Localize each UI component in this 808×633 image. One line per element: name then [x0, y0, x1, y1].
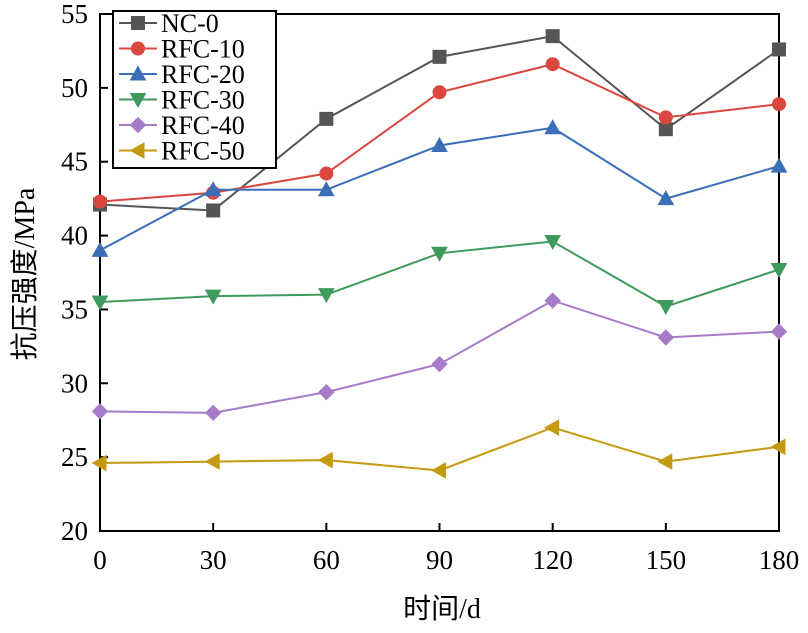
- data-point: [317, 451, 333, 469]
- y-tick-label: 35: [61, 294, 88, 324]
- data-point: [657, 453, 673, 470]
- data-point: [319, 166, 334, 181]
- x-tick-label: 150: [646, 545, 687, 575]
- data-point: [772, 97, 786, 112]
- x-tick-label: 0: [93, 545, 107, 575]
- data-point: [770, 263, 788, 279]
- data-point: [317, 181, 335, 197]
- y-tick-label: 20: [61, 516, 88, 546]
- legend-label: RFC-20: [161, 60, 245, 89]
- y-tick-label: 30: [61, 368, 88, 398]
- data-point: [545, 29, 560, 44]
- legend-entry: RFC-50: [119, 137, 245, 166]
- data-point: [770, 157, 788, 173]
- series-rfc-30: [91, 234, 788, 316]
- legend-label: RFC-50: [161, 137, 245, 166]
- x-tick-label: 60: [313, 545, 340, 575]
- data-point: [91, 403, 109, 420]
- data-point: [204, 453, 220, 470]
- legend-entry: RFC-10: [119, 35, 245, 64]
- data-point: [658, 122, 673, 137]
- data-point: [317, 288, 335, 304]
- series-line: [99, 426, 780, 472]
- legend-label: RFC-10: [161, 35, 245, 64]
- series-rfc-40: [91, 292, 788, 422]
- data-point: [657, 190, 675, 206]
- data-point: [544, 419, 560, 436]
- data-point: [545, 57, 560, 72]
- data-point: [318, 383, 335, 401]
- data-point: [91, 454, 107, 472]
- x-axis-title: 时间/d: [403, 593, 481, 625]
- y-tick-label: 25: [61, 442, 88, 472]
- y-tick-label: 40: [61, 221, 88, 251]
- legend-marker: [129, 93, 147, 109]
- data-point: [657, 299, 675, 316]
- y-axis-title: 抗压强度/MPa: [9, 187, 41, 360]
- y-tick-label: 50: [61, 73, 88, 103]
- series-layer: [91, 29, 788, 479]
- series-rfc-20: [91, 119, 788, 257]
- x-tick-label: 120: [532, 545, 573, 575]
- data-point: [772, 42, 786, 57]
- legend-entry: NC-0: [119, 9, 219, 38]
- data-point: [657, 329, 675, 346]
- data-point: [319, 111, 334, 126]
- data-point: [431, 246, 448, 262]
- data-point: [204, 289, 222, 305]
- data-point: [204, 181, 222, 197]
- data-point: [91, 241, 109, 257]
- data-point: [770, 323, 788, 340]
- data-point: [658, 110, 673, 125]
- legend-label: RFC-30: [161, 86, 245, 115]
- y-tick-label: 55: [61, 0, 88, 29]
- data-point: [432, 85, 447, 100]
- legend-marker: [129, 116, 147, 134]
- data-point: [432, 49, 447, 64]
- data-point: [91, 295, 109, 311]
- legend-entry: RFC-40: [119, 111, 245, 140]
- data-point: [204, 404, 222, 422]
- data-point: [544, 292, 561, 309]
- y-tick-label: 45: [61, 147, 88, 177]
- data-point: [770, 438, 786, 456]
- legend-label: NC-0: [161, 9, 219, 38]
- legend-label: RFC-40: [161, 111, 245, 140]
- data-point: [206, 203, 221, 218]
- axes: 0 30 60 90 120 150 180 20 25 30 35 40 45 50 55: [61, 0, 799, 575]
- x-tick-label: 30: [200, 545, 227, 575]
- legend-box: [112, 10, 277, 169]
- data-point: [93, 194, 107, 209]
- legend-marker: [131, 41, 145, 56]
- data-point: [544, 234, 562, 251]
- series-rfc-50: [91, 419, 786, 479]
- x-tick-label: 90: [426, 545, 453, 575]
- data-point: [544, 119, 562, 135]
- data-point: [430, 462, 446, 479]
- data-point: [431, 136, 448, 152]
- legend-marker: [129, 142, 145, 159]
- legend-marker: [131, 16, 145, 30]
- legend-entry: RFC-30: [119, 86, 245, 115]
- x-tick-label: 180: [759, 545, 800, 575]
- data-point: [431, 355, 448, 373]
- legend-entry: RFC-20: [119, 60, 245, 89]
- legend-marker: [129, 65, 147, 81]
